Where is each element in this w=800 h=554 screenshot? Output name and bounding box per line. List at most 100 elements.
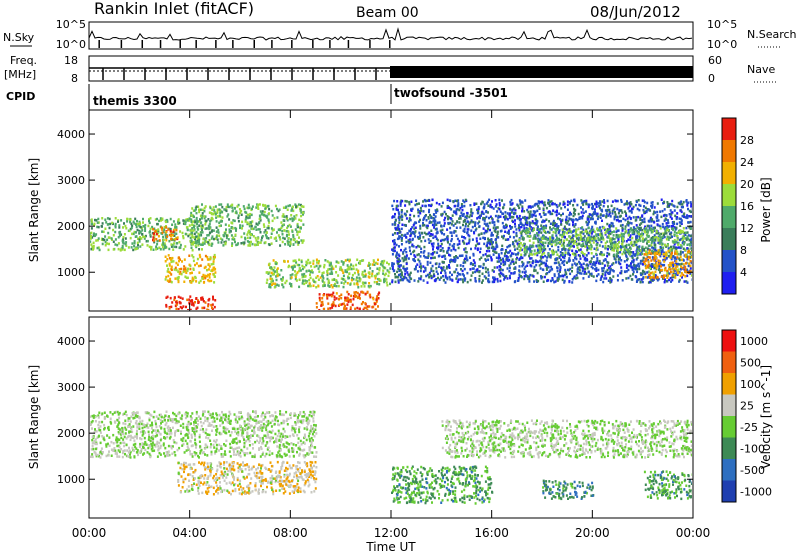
heatmap-cell	[536, 202, 539, 206]
heatmap-cell	[136, 241, 139, 245]
heatmap-cell	[635, 236, 638, 239]
heatmap-cell	[483, 205, 486, 209]
heatmap-cell	[630, 228, 633, 232]
heatmap-cell	[550, 265, 553, 269]
heatmap-cell	[573, 245, 575, 248]
heatmap-cell	[675, 217, 678, 221]
heatmap-cell	[344, 280, 347, 283]
heatmap-cell	[292, 259, 295, 263]
heatmap-cell	[528, 230, 531, 234]
heatmap-cell	[518, 206, 521, 210]
heatmap-cell	[394, 223, 397, 226]
heatmap-cell	[618, 209, 621, 213]
heatmap-cell	[444, 281, 447, 284]
heatmap-cell	[164, 235, 167, 238]
heatmap-cell	[214, 267, 217, 271]
heatmap-cell	[473, 203, 476, 206]
heatmap-cell	[268, 283, 271, 286]
heatmap-cell	[575, 257, 578, 261]
heatmap-cell	[207, 218, 210, 221]
heatmap-cell	[414, 226, 417, 229]
heatmap-cell	[444, 271, 447, 275]
heatmap-cell	[148, 219, 150, 223]
heatmap-cell	[401, 218, 404, 221]
heatmap-cell	[432, 242, 435, 245]
heatmap-cell	[468, 234, 471, 238]
heatmap-cell	[301, 282, 304, 285]
heatmap-cell	[663, 208, 666, 211]
heatmap-cell	[616, 229, 619, 232]
heatmap-cell	[369, 295, 372, 299]
heatmap-cell	[248, 215, 251, 218]
heatmap-cell	[521, 207, 524, 210]
heatmap-cell	[286, 217, 289, 220]
heatmap-cell	[673, 205, 676, 208]
heatmap-cell	[583, 235, 586, 238]
heatmap-cell	[502, 274, 505, 277]
heatmap-cell	[565, 215, 568, 219]
heatmap-cell	[198, 253, 201, 257]
heatmap-cell	[491, 242, 494, 246]
heatmap-cell	[209, 273, 212, 276]
heatmap-cell	[589, 260, 592, 263]
heatmap-cell	[170, 260, 173, 264]
heatmap-cell	[376, 281, 378, 284]
heatmap-cell	[595, 200, 598, 203]
heatmap-cell	[536, 271, 539, 275]
heatmap-cell	[285, 279, 288, 283]
heatmap-cell	[190, 281, 193, 284]
heatmap-cell	[335, 271, 338, 274]
heatmap-cell	[441, 255, 444, 258]
heatmap-cell	[224, 232, 227, 235]
heatmap-cell	[543, 261, 545, 265]
heatmap-cell	[215, 216, 218, 219]
heatmap-cell	[541, 200, 544, 203]
heatmap-cell	[392, 249, 395, 253]
heatmap-cell	[277, 209, 280, 213]
heatmap-cell	[659, 271, 661, 274]
heatmap-cell	[168, 264, 171, 267]
heatmap-cell	[232, 219, 235, 222]
heatmap-cell	[267, 224, 270, 228]
heatmap-cell	[288, 233, 290, 236]
heatmap-cell	[418, 220, 421, 223]
heatmap-cell	[282, 219, 285, 222]
heatmap-cell	[646, 271, 649, 274]
heatmap-cell	[90, 221, 93, 224]
heatmap-cell	[124, 224, 127, 228]
heatmap-cell	[444, 238, 447, 241]
heatmap-cell	[568, 227, 571, 231]
heatmap-cell	[496, 277, 499, 281]
heatmap-cell	[489, 242, 492, 246]
heatmap-cell	[518, 224, 520, 227]
heatmap-cell	[462, 273, 464, 276]
heatmap-cell	[389, 282, 391, 286]
heatmap-cell	[673, 222, 676, 226]
heatmap-cell	[518, 214, 521, 218]
heatmap-cell	[607, 205, 609, 208]
heatmap-cell	[406, 210, 409, 213]
heatmap-cell	[683, 215, 686, 219]
heatmap-cell	[565, 276, 568, 279]
heatmap-cell	[165, 226, 168, 229]
heatmap-cell	[207, 268, 210, 271]
heatmap-cell	[568, 213, 571, 217]
heatmap-cell	[430, 252, 433, 256]
heatmap-cell	[106, 238, 109, 242]
heatmap-cell	[591, 213, 594, 216]
heatmap-cell	[681, 251, 684, 254]
heatmap-cell	[650, 224, 653, 228]
heatmap-cell	[221, 216, 224, 219]
heatmap-cell	[133, 240, 136, 243]
heatmap-cell	[192, 220, 195, 223]
heatmap-cell	[333, 284, 336, 287]
heatmap-cell	[200, 227, 203, 230]
heatmap-cell	[637, 230, 640, 234]
heatmap-cell	[272, 269, 275, 272]
heatmap-cell	[597, 268, 600, 272]
heatmap-cell	[630, 222, 633, 225]
heatmap-cell	[173, 242, 176, 245]
heatmap-cell	[568, 257, 571, 260]
heatmap-cell	[330, 284, 333, 287]
heatmap-cell	[418, 245, 421, 248]
